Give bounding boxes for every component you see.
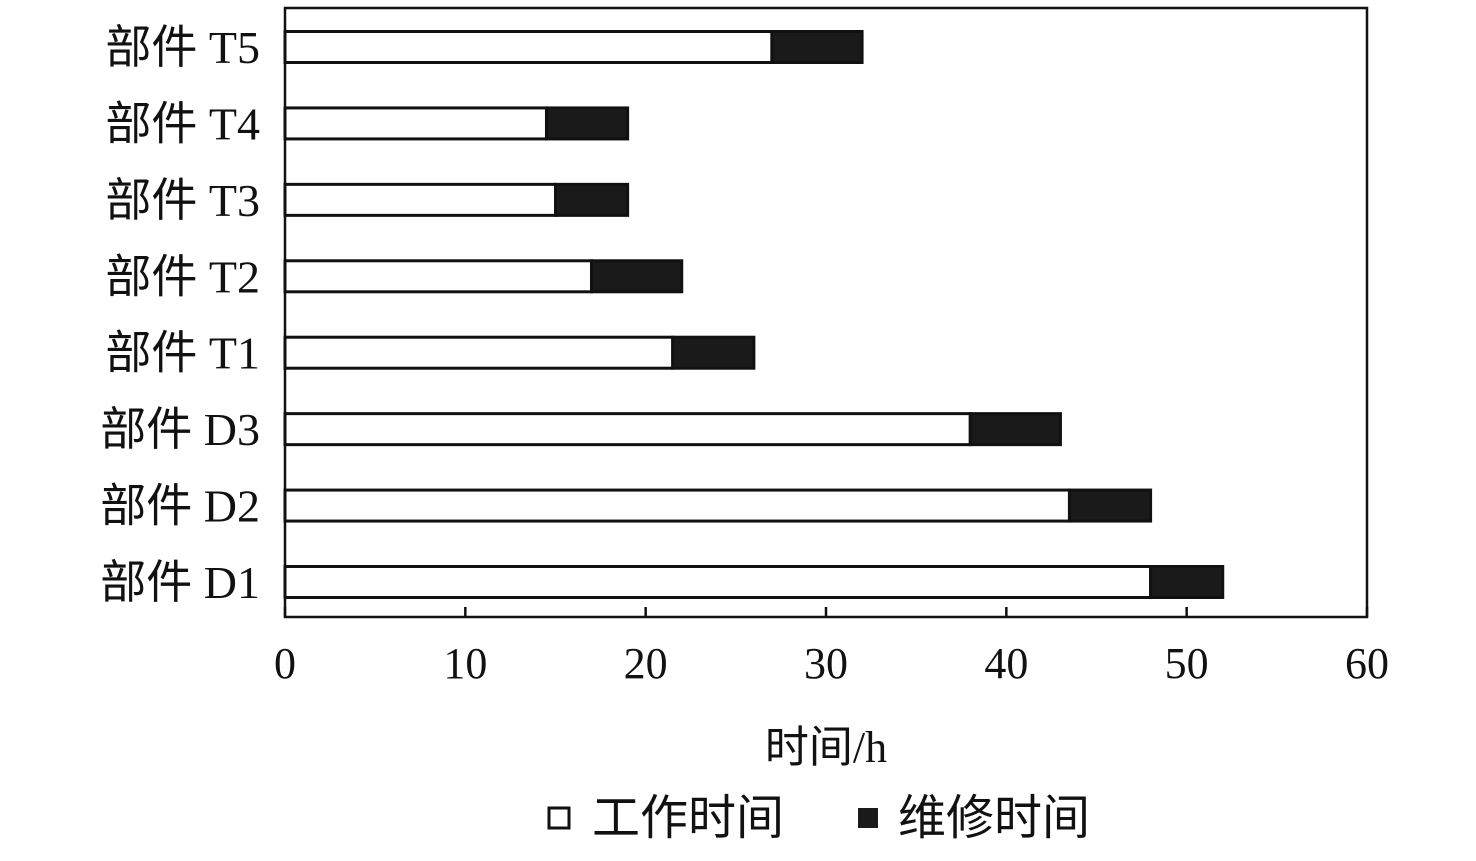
bar-repair-time: [590, 259, 684, 294]
bar-repair-time: [968, 412, 1062, 447]
bar-work-time: [283, 335, 675, 370]
x-axis-label: 时间/h: [765, 723, 887, 772]
x-tick-label: 0: [274, 639, 296, 688]
bar-work-time: [283, 412, 972, 447]
bar-work-time: [283, 106, 548, 141]
x-tick-label: 50: [1165, 639, 1209, 688]
category-label: 部件 D2: [100, 481, 260, 532]
x-tick-label: 30: [804, 639, 848, 688]
plot-frame: [283, 6, 1369, 619]
legend-swatch-repair: [858, 808, 878, 828]
bar-repair-time: [1149, 565, 1225, 599]
category-label: 部件 T1: [105, 328, 260, 379]
category-label: 部件 T2: [105, 251, 260, 302]
bar-repair-time: [671, 335, 756, 370]
bar-repair-time: [1067, 488, 1153, 523]
category-label: 部件 D1: [100, 557, 260, 608]
category-label: 部件 T3: [105, 175, 260, 226]
category-label: 部件 T5: [105, 22, 260, 73]
category-label: 部件 D3: [100, 404, 260, 455]
category-label: 部件 T4: [105, 98, 260, 149]
bar-work-time: [283, 182, 557, 217]
x-tick-label: 10: [443, 639, 487, 688]
legend-swatch-work: [547, 806, 571, 830]
legend-label-work: 工作时间: [592, 792, 784, 845]
bar-repair-time: [770, 30, 864, 64]
bar-work-time: [283, 259, 594, 294]
x-tick-label: 60: [1345, 639, 1389, 688]
bar-work-time: [283, 565, 1153, 599]
legend-label-repair: 维修时间: [898, 792, 1090, 845]
bar-repair-time: [544, 106, 630, 141]
bar-work-time: [283, 30, 774, 64]
x-tick-label: 40: [984, 639, 1028, 688]
x-tick-label: 20: [624, 639, 668, 688]
bar-work-time: [283, 488, 1071, 523]
bar-repair-time: [554, 182, 630, 217]
